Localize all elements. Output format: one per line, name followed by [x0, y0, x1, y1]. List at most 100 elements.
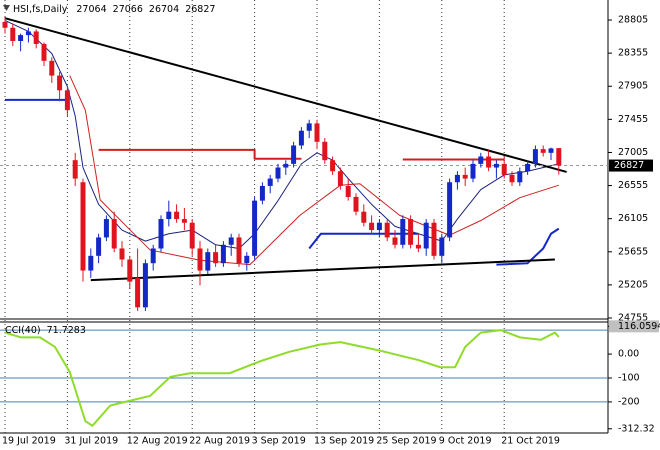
candle-body	[353, 196, 359, 212]
candle-body	[49, 60, 55, 76]
cci-last-value: 71.7283	[47, 325, 86, 336]
current-price-box	[609, 159, 653, 172]
candle-body	[228, 237, 234, 245]
candle-body	[322, 141, 328, 161]
candle-body	[197, 248, 203, 271]
candle-body	[415, 244, 421, 249]
x-tick-label: 21 Oct 2019	[501, 436, 560, 447]
y-tick-label: 116.0594	[618, 321, 660, 332]
candle-body	[166, 211, 172, 220]
candle-body	[181, 219, 187, 223]
x-tick-label: 31 Jul 2019	[64, 436, 118, 447]
candle-body	[470, 163, 476, 179]
candle-body	[189, 222, 195, 249]
max-label-box	[609, 320, 659, 333]
candle-body	[392, 237, 398, 245]
candle-body	[291, 145, 297, 164]
candle-body	[369, 222, 375, 231]
candle-body	[127, 259, 133, 282]
candle-body	[10, 27, 16, 41]
x-tick-label: 19 Jul 2019	[2, 436, 56, 447]
candle-body	[384, 222, 390, 238]
header-open: 27064	[76, 4, 106, 15]
candle-body	[18, 35, 24, 41]
candle-body	[135, 277, 141, 308]
candle-body	[252, 200, 258, 256]
candle-body	[314, 123, 320, 142]
candle-body	[400, 219, 406, 245]
y-tick-label: 27905	[618, 81, 648, 92]
candle-body	[501, 163, 507, 175]
current-price-label: 26827	[614, 160, 644, 171]
candle-body	[213, 252, 219, 264]
candle-body	[298, 130, 304, 146]
y-tick-label: -100	[618, 373, 640, 384]
candle-body	[423, 222, 429, 249]
symbol-title: HSI,fs,Daily	[13, 4, 68, 15]
candle-body	[2, 21, 8, 28]
cci-header: CCI(40) 71.7283	[5, 325, 86, 336]
candle-body	[447, 182, 453, 238]
candle-body	[337, 171, 343, 186]
level-line	[98, 148, 302, 160]
y-tick-label: 26105	[618, 213, 648, 224]
moving-average	[69, 75, 559, 266]
candle-body	[244, 255, 250, 264]
y-tick-label: 25205	[618, 279, 648, 290]
trendline	[4, 17, 567, 173]
x-tick-label: 25 Sep 2019	[376, 436, 436, 447]
candle-body	[96, 237, 102, 256]
candle-body	[556, 148, 562, 166]
symbol-icon	[3, 5, 10, 11]
y-tick-label: -312.32	[618, 423, 655, 434]
x-tick-label: 9 Oct 2019	[439, 436, 492, 447]
candle-body	[33, 31, 39, 44]
candle-body	[454, 174, 460, 183]
candle-body	[103, 219, 109, 238]
candle-body	[376, 222, 382, 231]
x-tick-label: 12 Aug 2019	[127, 436, 188, 447]
candle-body	[80, 182, 86, 271]
y-tick-label: 28805	[618, 15, 648, 26]
candle-body	[142, 263, 148, 308]
candle-body	[345, 185, 351, 197]
candle-body	[174, 211, 180, 220]
candle-body	[158, 219, 164, 249]
candle-body	[306, 123, 312, 131]
candle-body	[88, 255, 94, 271]
candle-body	[72, 160, 78, 179]
candle-body	[64, 90, 70, 111]
header-high: 27066	[113, 4, 143, 15]
candle-body	[275, 167, 281, 179]
candle-body	[259, 185, 265, 201]
candle-body	[330, 160, 336, 172]
header-close: 26827	[185, 4, 215, 15]
level-line	[496, 227, 560, 266]
candle-body	[525, 163, 531, 172]
candle-body	[205, 252, 211, 271]
candle-body	[486, 156, 492, 168]
candle-body	[119, 248, 125, 260]
candle-body	[220, 244, 226, 264]
candle-body	[431, 222, 437, 256]
x-tick-label: 13 Sep 2019	[314, 436, 374, 447]
candle-body	[283, 163, 289, 168]
candle-body	[493, 163, 499, 168]
y-tick-label: 24755	[618, 313, 648, 324]
candle-body	[517, 171, 523, 183]
x-tick-label: 3 Sep 2019	[252, 436, 306, 447]
y-tick-label: 0.00	[618, 349, 639, 360]
header-low: 26704	[149, 4, 179, 15]
candle-body	[408, 219, 414, 245]
candle-body	[439, 237, 445, 256]
candle-body	[478, 156, 484, 164]
candle-body	[150, 248, 156, 264]
trendline	[90, 258, 555, 282]
x-tick-label: 22 Aug 2019	[189, 436, 250, 447]
candle-body	[267, 178, 273, 186]
candle-body	[236, 237, 242, 264]
candle-body	[540, 149, 546, 153]
